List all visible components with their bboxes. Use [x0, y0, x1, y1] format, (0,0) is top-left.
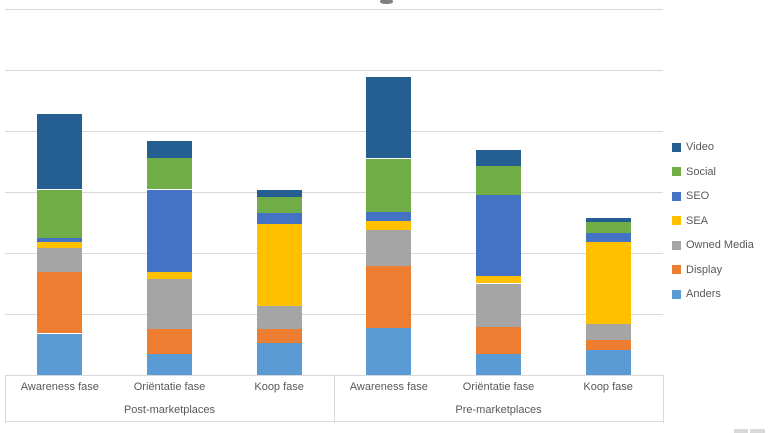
bar-segment-owned-media[interactable] [37, 248, 83, 272]
bar-segment-sea[interactable] [37, 242, 83, 249]
bar-segment-owned-media[interactable] [147, 279, 192, 330]
legend-swatch-icon [672, 240, 681, 250]
bar-segment-anders[interactable] [366, 328, 412, 375]
bar-segment-social[interactable] [147, 157, 192, 190]
bar-segment-video[interactable] [37, 113, 83, 190]
legend-swatch-icon [672, 216, 681, 226]
y-gridline [5, 70, 663, 71]
y-gridline [5, 253, 663, 254]
bar-segment-seo[interactable] [256, 212, 302, 225]
bar-segment-sea[interactable] [585, 242, 631, 325]
legend-item[interactable]: Social [672, 160, 754, 185]
legend-label: Anders [686, 288, 721, 301]
bar-segment-sea[interactable] [366, 221, 412, 231]
y-gridline [5, 9, 663, 10]
chart-title-remnant [380, 0, 393, 4]
legend-label: Display [686, 263, 723, 276]
group-label: Pre-marketplaces [455, 404, 542, 416]
legend-item[interactable]: Owned Media [672, 233, 754, 258]
bar-segment-seo[interactable] [476, 195, 521, 276]
axis-group-divider [5, 375, 6, 423]
legend-item[interactable]: Display [672, 258, 754, 283]
bar-segment-social[interactable] [366, 158, 412, 213]
bar-segment-video[interactable] [476, 149, 521, 167]
legend-label: SEA [686, 214, 709, 227]
bar-segment-display[interactable] [147, 329, 192, 355]
bar-segment-display[interactable] [366, 266, 412, 328]
bar-segment-video[interactable] [366, 76, 412, 159]
bar-segment-display[interactable] [585, 340, 631, 350]
bar-segment-seo[interactable] [585, 232, 631, 242]
bar-segment-seo[interactable] [366, 212, 412, 222]
bar-segment-anders[interactable] [585, 350, 631, 375]
category-label: Oriëntatie fase [133, 381, 206, 393]
legend-item[interactable]: Anders [672, 282, 754, 307]
category-label: Koop fase [583, 381, 633, 393]
group-label: Post-marketplaces [123, 404, 216, 416]
bar-segment-anders[interactable] [147, 354, 192, 375]
bar-segment-anders[interactable] [37, 333, 83, 375]
bar-segment-owned-media[interactable] [366, 230, 412, 267]
legend-swatch-icon [672, 167, 681, 177]
legend-swatch-icon [672, 142, 681, 152]
bar-segment-seo[interactable] [147, 189, 192, 272]
y-gridline [5, 192, 663, 193]
watermark-artifact [750, 429, 765, 433]
bar-segment-video[interactable] [256, 189, 302, 197]
bar-segment-owned-media[interactable] [476, 283, 521, 327]
bar-segment-video[interactable] [585, 218, 631, 222]
bar-segment-seo[interactable] [37, 238, 83, 243]
category-label: Oriëntatie fase [462, 381, 535, 393]
bar-segment-video[interactable] [147, 140, 192, 158]
bar-segment-anders[interactable] [256, 342, 302, 375]
legend-label: Owned Media [686, 239, 754, 252]
bar-segment-display[interactable] [256, 329, 302, 343]
category-label: Awareness fase [349, 381, 428, 393]
bar-segment-owned-media[interactable] [585, 324, 631, 341]
bar-segment-sea[interactable] [476, 275, 521, 284]
y-gridline [5, 314, 663, 315]
bar-segment-social[interactable] [585, 221, 631, 233]
legend-swatch-icon [672, 265, 681, 275]
bar-segment-social[interactable] [476, 166, 521, 196]
legend: Video Social SEO SEA Owned Media Display… [672, 135, 754, 307]
bar-segment-display[interactable] [37, 271, 83, 334]
axis-group-divider [663, 375, 664, 423]
bar-segment-social[interactable] [37, 189, 83, 239]
legend-item[interactable]: Video [672, 135, 754, 160]
legend-item[interactable]: SEO [672, 184, 754, 209]
legend-label: SEO [686, 190, 710, 203]
bar-segment-sea[interactable] [256, 224, 302, 306]
watermark-artifact [734, 429, 748, 433]
legend-swatch-icon [672, 289, 681, 299]
legend-swatch-icon [672, 191, 681, 201]
category-label: Koop fase [254, 381, 304, 393]
bar-segment-sea[interactable] [147, 271, 192, 280]
y-gridline [5, 131, 663, 132]
legend-label: Social [686, 165, 716, 178]
legend-label: Video [686, 141, 714, 154]
axis-group-divider [334, 375, 335, 423]
bar-segment-social[interactable] [256, 196, 302, 213]
category-label: Awareness fase [20, 381, 99, 393]
bar-segment-display[interactable] [476, 326, 521, 355]
legend-item[interactable]: SEA [672, 209, 754, 234]
bar-segment-owned-media[interactable] [256, 306, 302, 330]
bar-segment-anders[interactable] [476, 354, 521, 375]
